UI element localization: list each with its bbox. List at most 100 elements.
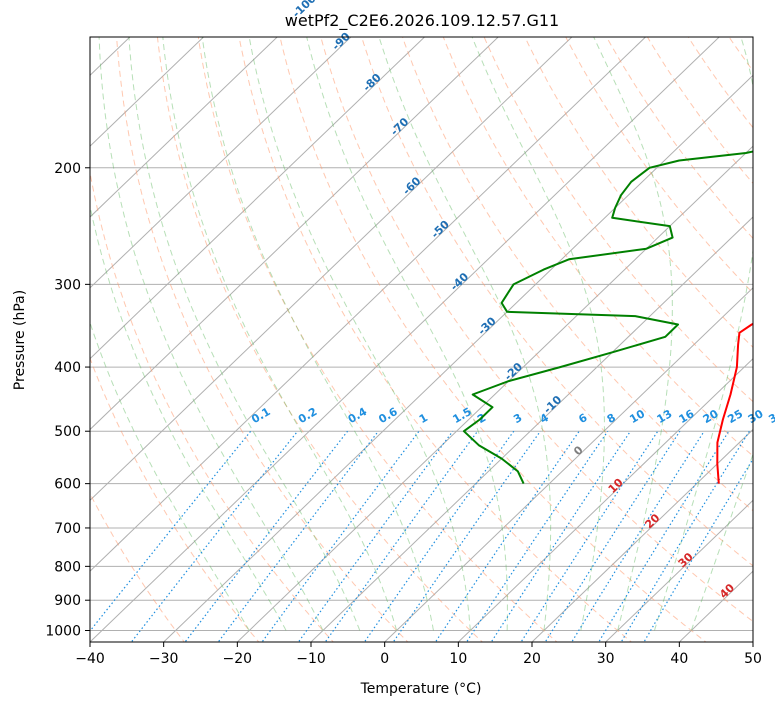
moist-adiabat bbox=[654, 37, 753, 631]
dry-adiabat bbox=[442, 37, 753, 457]
mixing-ratio-line bbox=[490, 430, 631, 642]
dry-adiabat bbox=[90, 356, 260, 642]
isotherm-line bbox=[162, 74, 753, 642]
x-axis-label: Temperature (°C) bbox=[360, 681, 482, 697]
dry-adiabat bbox=[90, 170, 334, 642]
mixing-ratio-label: 0.1 bbox=[249, 405, 272, 426]
dry-adiabat bbox=[401, 37, 753, 512]
isotherm-line bbox=[90, 37, 720, 642]
dry-adiabat bbox=[116, 37, 409, 642]
x-tick-label: 0 bbox=[380, 651, 389, 667]
x-tick-label: 50 bbox=[744, 651, 762, 667]
dry-adiabat bbox=[483, 37, 753, 403]
moist-adiabat bbox=[162, 37, 398, 631]
isotherm-line bbox=[90, 37, 205, 147]
mixing-ratio-label: 1.5 bbox=[451, 405, 474, 426]
x-tick-label: 30 bbox=[597, 651, 615, 667]
y-tick-label: 200 bbox=[54, 161, 81, 177]
mixing-ratio-label: 0.2 bbox=[296, 405, 319, 426]
mixing-ratio-line bbox=[465, 430, 609, 642]
mixing-ratio-label: 25 bbox=[725, 407, 745, 426]
mixing-ratio-line bbox=[363, 430, 515, 642]
moist-adiabat bbox=[128, 37, 361, 631]
y-axis-label: Pressure (hPa) bbox=[12, 290, 28, 390]
isotherm-line bbox=[752, 641, 753, 642]
plot-frame bbox=[89, 36, 754, 643]
mixing-ratio-line bbox=[544, 430, 681, 642]
isotherm-label: -90 bbox=[330, 30, 354, 53]
isotherm-line bbox=[678, 570, 753, 642]
y-axis-ticks: 1000900800700600500400300200100 bbox=[45, 161, 90, 640]
isotherm-line bbox=[90, 37, 352, 289]
mixing-ratio-line bbox=[324, 430, 479, 642]
moist-adiabat bbox=[471, 37, 605, 631]
dry-adiabat bbox=[524, 37, 753, 349]
mixing-ratio-label: 0.4 bbox=[346, 405, 370, 426]
x-tick-label: 20 bbox=[523, 651, 541, 667]
isotherm-line bbox=[90, 37, 278, 218]
dry-adiabat bbox=[361, 37, 753, 567]
mixing-ratio-label: 6 bbox=[576, 411, 589, 426]
mixing-ratio-line bbox=[297, 430, 454, 642]
x-tick-label: −20 bbox=[223, 651, 253, 667]
moist-adiabat bbox=[690, 452, 753, 631]
isotherm-line bbox=[90, 37, 499, 431]
isotherm-label: -60 bbox=[400, 174, 424, 197]
mixing-ratio-line bbox=[184, 430, 349, 642]
y-tick-label: 500 bbox=[54, 424, 81, 440]
dry-adiabat bbox=[238, 37, 633, 642]
dry-adiabat bbox=[156, 37, 484, 642]
y-tick-label: 900 bbox=[54, 593, 81, 609]
isotherm-line bbox=[531, 428, 753, 642]
mixing-ratio-label: 16 bbox=[677, 407, 697, 426]
isotherm-label: 10 bbox=[606, 476, 626, 496]
isotherm-line bbox=[604, 499, 753, 642]
y-tick-label: 800 bbox=[54, 559, 81, 575]
isotherm-label: -30 bbox=[475, 314, 499, 337]
moist-adiabat bbox=[378, 37, 552, 631]
dry-adiabat bbox=[320, 37, 753, 623]
mixing-ratio-label: 1 bbox=[417, 411, 430, 426]
mixing-ratio-line bbox=[392, 430, 541, 642]
isotherm-line bbox=[236, 145, 753, 642]
isotherm-line bbox=[90, 37, 647, 572]
mixing-ratio-label: 0.6 bbox=[376, 405, 400, 426]
y-tick-label: 600 bbox=[54, 477, 81, 493]
moist-adiabat bbox=[98, 37, 324, 631]
x-tick-label: −10 bbox=[296, 651, 326, 667]
moist-adiabat bbox=[90, 321, 250, 631]
y-tick-label: 700 bbox=[54, 521, 81, 537]
dewpoint-profile bbox=[462, 150, 753, 485]
dry-adiabat bbox=[646, 37, 753, 185]
isotherm-label: -50 bbox=[429, 218, 453, 241]
x-axis-ticks: −40 −30 −20 −10 0 10 20 30 40 50 bbox=[75, 642, 762, 667]
moist-adiabat bbox=[248, 37, 471, 631]
moist-adiabat bbox=[593, 37, 673, 631]
mixing-ratio-line bbox=[598, 430, 730, 642]
isotherm-line bbox=[383, 287, 753, 642]
dry-adiabat bbox=[279, 37, 707, 642]
isotherm-line bbox=[90, 37, 426, 360]
isotherm-line bbox=[457, 357, 753, 642]
mixing-ratio-line bbox=[130, 430, 299, 642]
isotherm-label: 30 bbox=[676, 550, 696, 570]
background-labels: 0.1 0.2 0.4 0.6 1 1.5 2 3 4 6 8 10 13 16 20 25 30 36-100-… bbox=[249, 0, 775, 601]
moist-adiabat bbox=[306, 37, 508, 631]
y-tick-label: 400 bbox=[54, 360, 81, 376]
x-tick-label: 10 bbox=[449, 651, 467, 667]
chart-title: wetPf2_C2E6.2026.109.12.57.G11 bbox=[285, 11, 559, 31]
mixing-ratio-line bbox=[217, 430, 379, 642]
isotherm-label: -40 bbox=[448, 270, 472, 293]
mixing-ratio-label: 8 bbox=[605, 411, 618, 426]
isotherm-line bbox=[310, 216, 753, 642]
isotherm-label: 40 bbox=[717, 581, 737, 601]
mixing-ratio-label: 30 bbox=[746, 407, 766, 426]
mixing-ratio-line bbox=[620, 430, 750, 642]
moist-adiabat bbox=[201, 37, 434, 631]
mixing-ratio-label: 36 bbox=[766, 407, 775, 426]
x-tick-label: −30 bbox=[149, 651, 179, 667]
mixing-ratio-label: 3 bbox=[511, 411, 524, 426]
moist-adiabat bbox=[90, 203, 287, 631]
background-lines bbox=[90, 37, 753, 642]
